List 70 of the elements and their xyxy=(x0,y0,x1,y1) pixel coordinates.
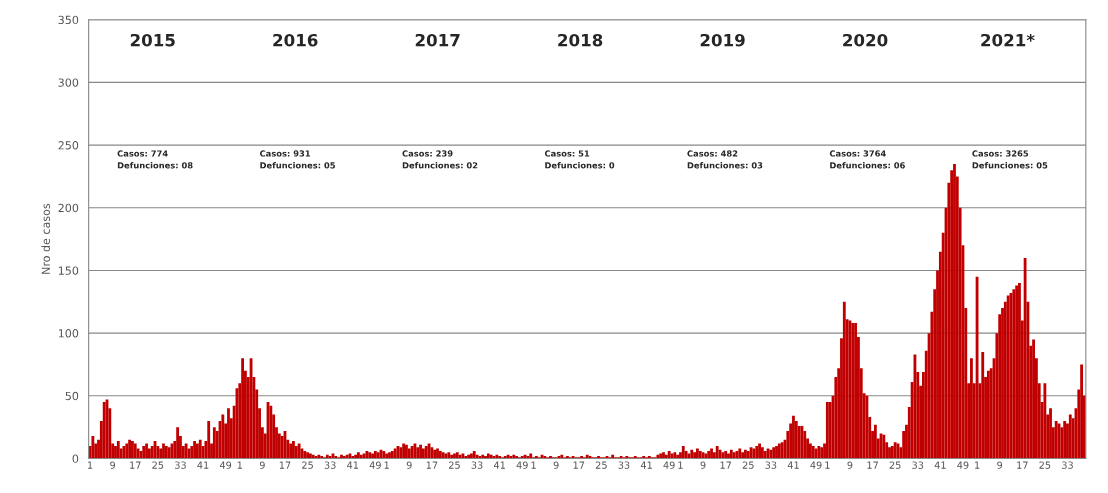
y-tick-label: 350 xyxy=(58,15,79,25)
x-tick-label: 1 xyxy=(88,461,93,469)
y-tick-label: 0 xyxy=(72,454,79,463)
x-tick-label: 17 xyxy=(279,461,291,469)
annotation: 2015 xyxy=(130,33,175,47)
x-tick-label: 49 xyxy=(663,461,675,469)
x-tick-label: 33 xyxy=(471,461,483,469)
x-tick-label: 49 xyxy=(957,461,969,469)
annotation: Casos: 931 Defunciones: 05 xyxy=(260,150,335,169)
x-tick-label: 17 xyxy=(426,461,438,469)
x-tick-label: 9 xyxy=(847,461,853,469)
annotation: Casos: 3265 Defunciones: 05 xyxy=(972,150,1048,169)
y-tick-label: 250 xyxy=(58,141,79,150)
x-tick-label: 33 xyxy=(618,461,630,469)
x-tick-label: 49 xyxy=(369,461,381,469)
y-tick-label: 200 xyxy=(58,203,79,213)
x-tick-label: 49 xyxy=(516,461,528,469)
x-tick-label: 25 xyxy=(1039,461,1051,469)
annotation: 2019 xyxy=(700,33,745,47)
x-tick-label: 1 xyxy=(531,461,536,469)
annotation: 2018 xyxy=(558,33,603,47)
x-tick-label: 41 xyxy=(493,461,505,469)
x-tick-label: 1 xyxy=(825,461,830,469)
x-tick-label: 25 xyxy=(889,461,901,469)
annotation: 2020 xyxy=(843,33,888,47)
annotation: Casos: 482 Defunciones: 03 xyxy=(687,150,763,169)
x-tick-label: 25 xyxy=(742,461,754,469)
x-tick-label: 9 xyxy=(997,461,1003,469)
x-tick-label: 9 xyxy=(110,461,116,469)
x-tick-label: 33 xyxy=(324,461,336,469)
x-tick-label: 41 xyxy=(197,461,209,469)
annotation: Casos: 51 Defunciones: 0 xyxy=(544,150,615,169)
x-tick-label: 25 xyxy=(595,461,607,469)
x-tick-label: 17 xyxy=(867,461,878,469)
annotation: 2016 xyxy=(273,33,318,47)
annotation: Casos: 3764 Defunciones: 06 xyxy=(829,150,905,169)
x-tick-label: 9 xyxy=(406,461,412,469)
x-tick-label: 49 xyxy=(219,461,232,469)
y-tick-label: 100 xyxy=(58,329,79,338)
y-axis-title: Nro de casos xyxy=(41,203,50,274)
y-tick-label: 300 xyxy=(58,78,79,87)
x-tick-label: 9 xyxy=(553,461,559,469)
x-tick-label: 25 xyxy=(449,461,460,469)
x-tick-label: 9 xyxy=(700,461,706,469)
x-tick-label: 25 xyxy=(152,461,164,469)
annotation: 2017 xyxy=(415,33,460,47)
y-tick-label: 150 xyxy=(58,266,79,275)
x-tick-label: 33 xyxy=(765,461,777,469)
x-tick-label: 41 xyxy=(787,461,799,469)
x-tick-label: 33 xyxy=(175,461,186,469)
x-tick-label: 49 xyxy=(810,461,822,469)
x-tick-label: 1 xyxy=(975,461,980,469)
x-tick-label: 1 xyxy=(678,461,683,469)
x-tick-label: 9 xyxy=(259,461,265,469)
x-tick-label: 1 xyxy=(384,461,389,469)
x-tick-label: 41 xyxy=(640,461,652,469)
annotation: 2021* xyxy=(981,33,1035,47)
x-tick-label: 41 xyxy=(347,461,359,469)
x-tick-label: 17 xyxy=(573,461,585,469)
x-tick-label: 33 xyxy=(1062,461,1073,469)
x-tick-label: 41 xyxy=(934,461,946,469)
y-tick-label: 50 xyxy=(65,391,79,401)
annotation: Casos: 239 Defunciones: 02 xyxy=(402,150,478,169)
x-tick-label: 17 xyxy=(1017,461,1028,469)
x-tick-label: 33 xyxy=(912,461,924,469)
x-tick-label: 17 xyxy=(130,461,141,469)
annotation: Casos: 774 Defunciones: 08 xyxy=(117,150,193,169)
x-tick-label: 1 xyxy=(237,461,242,469)
x-tick-label: 17 xyxy=(720,461,732,469)
x-tick-label: 25 xyxy=(302,461,313,469)
